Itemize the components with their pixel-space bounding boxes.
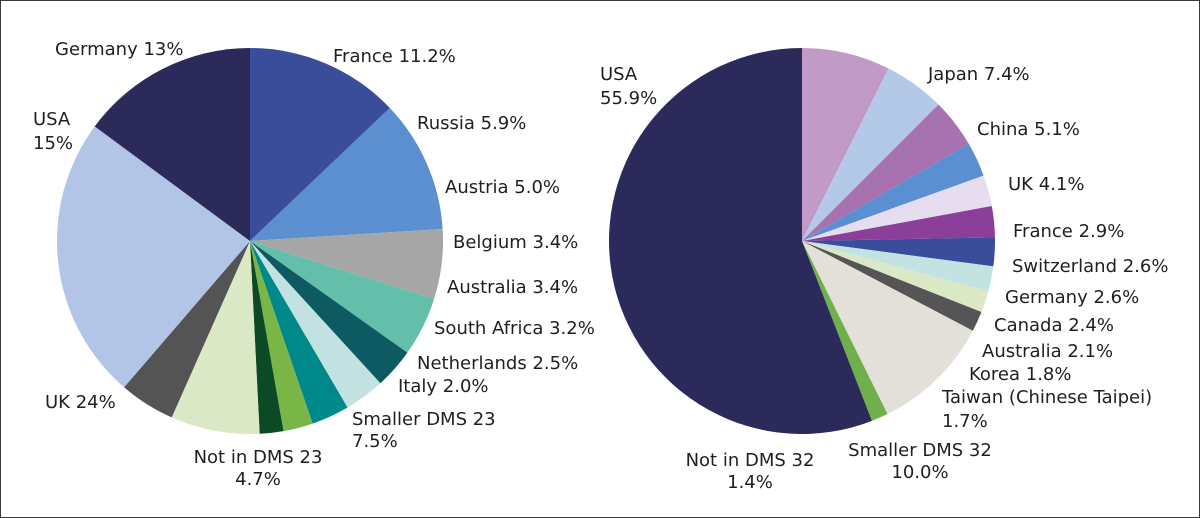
pie-2-slice-7: [802, 237, 995, 267]
pie-1-label-5: Belgium 3.4%: [453, 232, 578, 253]
pie-2-slice-11: [802, 241, 973, 415]
pie-1-label-9: Italy 2.0%: [398, 376, 489, 397]
pie-1-label-11: Not in DMS 23 4.7%: [194, 447, 323, 490]
pie-1-label-12: UK 24%: [45, 392, 116, 413]
pie-1-slice-2: [250, 107, 443, 241]
pie-1-slice-13: [94, 48, 250, 241]
pie-1-slice-5: [250, 241, 408, 384]
pie-1-label-3: Russia 5.9%: [417, 113, 526, 134]
pie-2-slice-3: [802, 104, 969, 242]
pie-1-slice-6: [250, 241, 381, 408]
pie-1-label-2: France 11.2%: [333, 46, 456, 67]
pie-2-slice-12: [802, 241, 888, 421]
pie-chart-1: [56, 48, 443, 434]
pie-2-slice-1: [802, 48, 889, 241]
pie-2-label-4: France 2.9%: [1013, 221, 1124, 242]
pie-2-label-6: Germany 2.6%: [1005, 287, 1139, 308]
pie-2-label-7: Canada 2.4%: [994, 315, 1114, 336]
pie-1-slice-9: [250, 241, 284, 434]
pie-2-slice-2: [802, 68, 939, 241]
pie-1-slice-1: [250, 48, 390, 241]
pie-2-slice-5: [802, 175, 992, 241]
pie-1-slice-7: [250, 241, 348, 424]
pie-chart-2: [608, 48, 995, 434]
pie-2-label-10: Taiwan (Chinese Taipei) 1.7%: [941, 387, 1152, 432]
pie-2-slice-10: [802, 241, 982, 331]
pie-1-slice-11: [124, 241, 250, 418]
pie-2-label-3: UK 4.1%: [1008, 174, 1084, 195]
pie-1-label-10: Smaller DMS 23 7.5%: [352, 409, 496, 452]
pie-2-label-12: Not in DMS 32 1.4%: [686, 450, 815, 493]
pie-2-label-1: Japan 7.4%: [927, 64, 1030, 85]
pie-1-slice-10: [171, 241, 260, 434]
pie-2-slice-13: [608, 48, 872, 434]
pie-2-slice-9: [802, 241, 989, 313]
pie-1-label-1: Germany 13%: [55, 39, 183, 60]
pie-2-label-2: China 5.1%: [977, 119, 1080, 140]
pie-1-label-13: USA 15%: [33, 109, 73, 154]
pie-1-slice-3: [250, 228, 443, 300]
pie-1-slice-4: [250, 241, 435, 353]
pie-1-label-6: Australia 3.4%: [447, 277, 578, 298]
pie-2-label-8: Australia 2.1%: [982, 341, 1113, 362]
pie-2-slice-4: [802, 143, 984, 241]
pie-2-label-9: Korea 1.8%: [969, 364, 1071, 385]
pie-2-label-11: Smaller DMS 32 10.0%: [848, 440, 992, 483]
pie-1-label-4: Austria 5.0%: [445, 177, 560, 198]
pie-2-label-5: Switzerland 2.6%: [1012, 256, 1168, 277]
pie-2-slice-6: [802, 206, 995, 241]
pie-1-label-7: South Africa 3.2%: [434, 318, 595, 339]
pie-2-label-13: USA 55.9%: [600, 64, 657, 109]
pie-1-slice-12: [56, 126, 250, 388]
pie-2-slice-8: [802, 241, 994, 292]
pie-1-label-8: Netherlands 2.5%: [417, 353, 578, 374]
pie-1-slice-8: [250, 241, 313, 432]
